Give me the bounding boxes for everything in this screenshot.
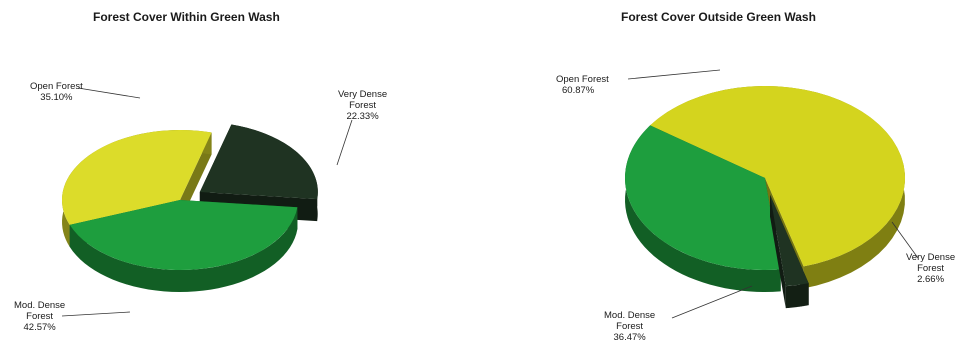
chart2-leader-mod-dense — [671, 285, 753, 319]
chart2-open-forest-name: Open Forest — [556, 74, 609, 85]
chart2-very-dense-value: 2.66% — [917, 274, 945, 285]
chart2-mod-dense-name-1: Mod. Dense — [604, 310, 656, 321]
chart2-very-dense-name-1: Very Dense — [906, 252, 956, 263]
chart1-title: Forest Cover Within Green Wash — [93, 10, 280, 24]
chart1-mod-dense-name-2: Forest — [26, 311, 54, 322]
chart1-mod-dense-value: 42.57% — [23, 322, 56, 333]
pie-chart-outside — [625, 85, 906, 309]
chart2-mod-dense-name-2: Forest — [616, 321, 644, 332]
chart2-very-dense-name-2: Forest — [917, 263, 945, 274]
chart1-mod-dense-name-1: Mod. Dense — [14, 300, 66, 311]
chart1-very-dense-value: 22.33% — [346, 111, 379, 122]
chart1-label-open-forest: Open Forest 35.10% — [30, 81, 83, 103]
chart1-slice-1 — [69, 200, 298, 292]
chart1-very-dense-name-2: Forest — [349, 100, 377, 111]
chart2-label-mod-dense: Mod. Dense Forest 36.47% — [604, 310, 655, 343]
leader-lines — [61, 69, 919, 319]
chart2-mod-dense-value: 36.47% — [613, 332, 646, 343]
chart2-label-very-dense: Very Dense Forest 2.66% — [906, 252, 955, 285]
chart1-open-forest-value: 35.10% — [40, 92, 73, 103]
chart1-leader-open-forest — [77, 87, 141, 99]
chart2-leader-very-dense — [891, 221, 919, 259]
chart2-title: Forest Cover Outside Green Wash — [621, 10, 816, 24]
chart2-leader-open-forest — [627, 69, 721, 80]
chart1-very-dense-name-1: Very Dense — [338, 89, 388, 100]
chart1-open-forest-name: Open Forest — [30, 81, 83, 92]
chart2-slice-1 — [770, 194, 809, 309]
chart2-slice-2 — [625, 125, 781, 292]
chart1-leader-very-dense — [336, 119, 353, 166]
chart1-label-mod-dense: Mod. Dense Forest 42.57% — [14, 300, 65, 333]
chart1-leader-mod-dense — [61, 311, 131, 317]
chart1-label-very-dense: Very Dense Forest 22.33% — [338, 89, 387, 122]
pie-chart-within — [62, 124, 318, 292]
chart2-label-open-forest: Open Forest 60.87% — [556, 74, 609, 96]
chart2-open-forest-value: 60.87% — [562, 85, 595, 96]
